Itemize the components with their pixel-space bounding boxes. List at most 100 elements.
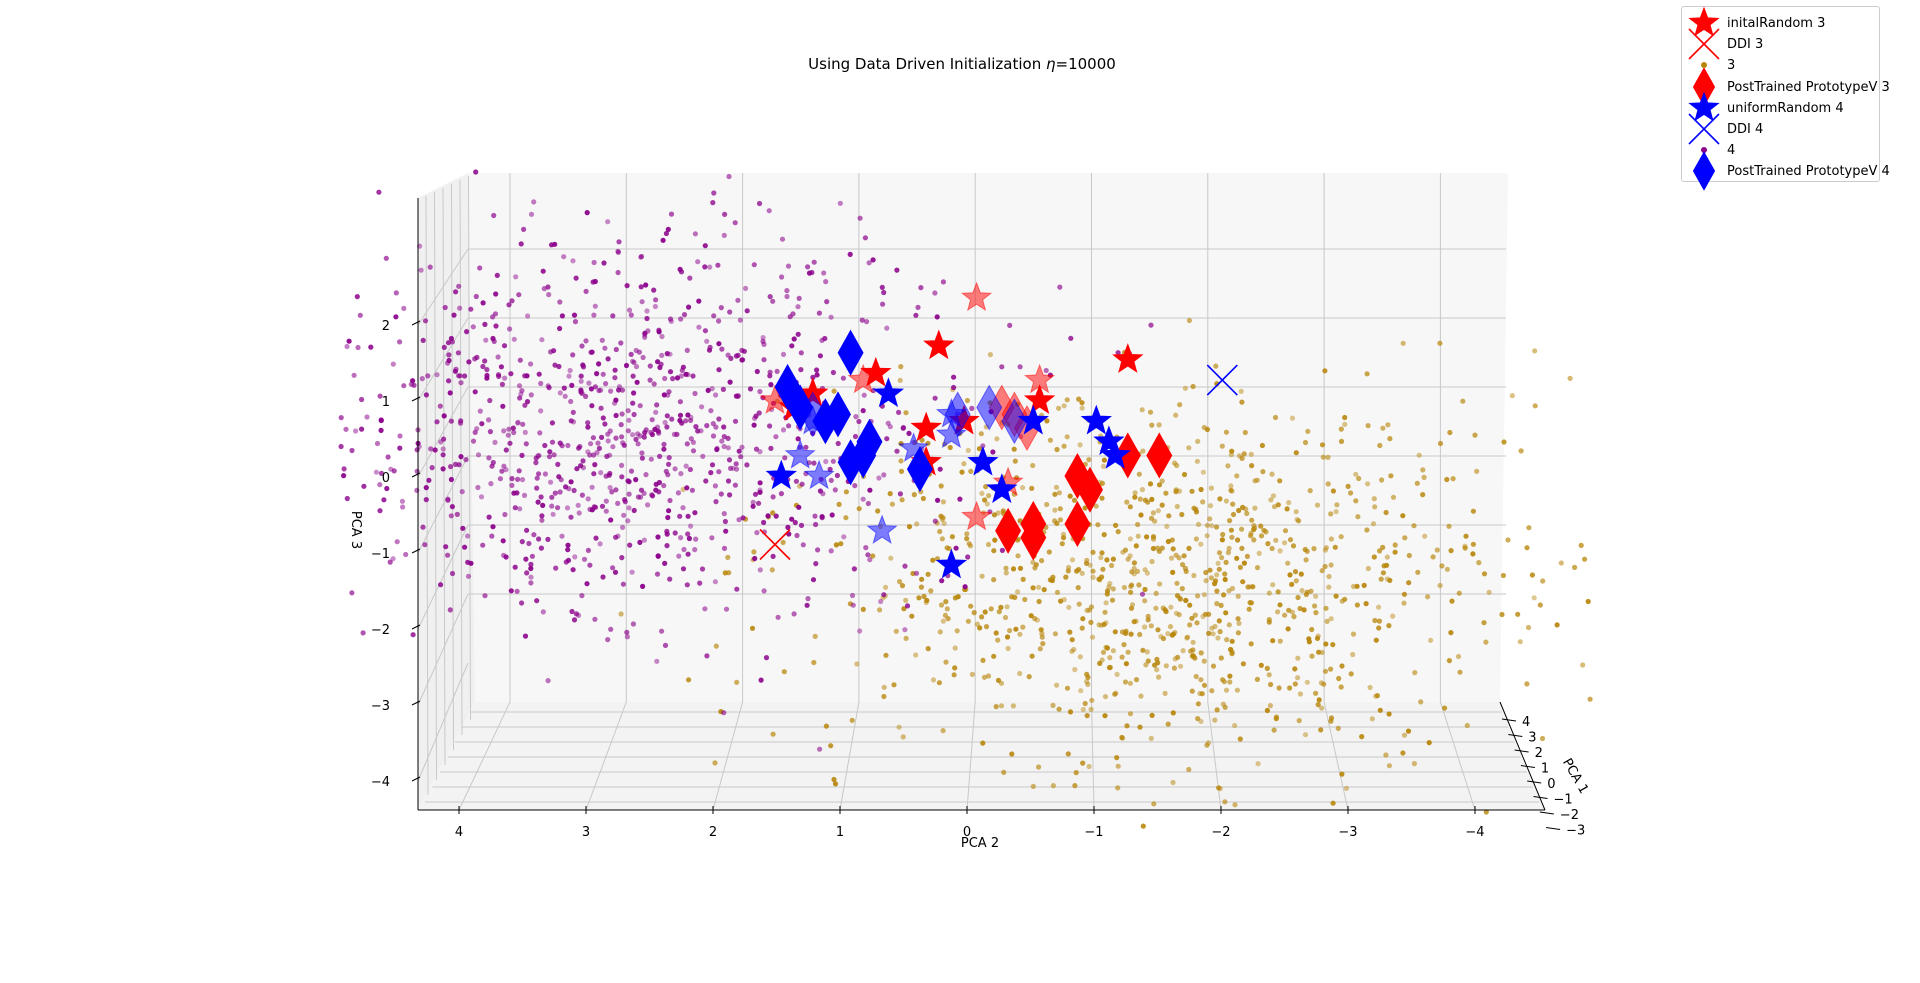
point-class-3 xyxy=(991,548,997,554)
point-class-4 xyxy=(528,392,534,398)
point-class-4 xyxy=(477,265,483,271)
point-class-4 xyxy=(811,259,817,265)
point-class-4 xyxy=(534,475,540,481)
point-class-4 xyxy=(683,463,689,469)
point-class-3 xyxy=(1217,629,1223,635)
legend-entry: uniformRandom 4 xyxy=(1682,91,1879,122)
point-class-4 xyxy=(798,350,804,356)
point-class-4 xyxy=(475,484,481,491)
point-class-3 xyxy=(1264,707,1270,714)
point-class-4 xyxy=(678,316,684,322)
point-class-3 xyxy=(985,541,992,548)
point-class-4 xyxy=(803,444,809,450)
point-class-4 xyxy=(603,498,609,504)
point-class-3 xyxy=(1323,605,1329,611)
point-class-3 xyxy=(1195,716,1201,722)
point-class-4 xyxy=(546,454,553,460)
point-class-4 xyxy=(576,445,582,451)
x-tick-label: −3 xyxy=(1338,825,1357,840)
point-class-4 xyxy=(761,519,767,526)
point-class-3 xyxy=(1277,638,1283,644)
point-class-4 xyxy=(840,375,847,381)
point-class-4 xyxy=(457,305,463,311)
point-class-3 xyxy=(1277,478,1283,484)
point-class-4 xyxy=(785,263,792,269)
point-class-4 xyxy=(751,262,757,268)
point-class-4 xyxy=(663,230,670,237)
point-class-4 xyxy=(716,416,722,422)
point-class-3 xyxy=(942,612,949,618)
point-class-3 xyxy=(1370,521,1377,527)
point-class-4 xyxy=(443,544,449,550)
point-class-3 xyxy=(936,680,943,686)
point-class-3 xyxy=(1135,533,1141,539)
point-class-4 xyxy=(426,477,432,483)
legend-diamond-icon xyxy=(1692,151,1716,192)
point-class-3 xyxy=(1333,593,1339,599)
point-class-4 xyxy=(727,309,733,315)
point-class-3 xyxy=(1532,348,1538,354)
point-class-3 xyxy=(1172,656,1178,662)
point-class-4 xyxy=(655,534,661,540)
point-class-4 xyxy=(721,424,727,430)
point-class-4 xyxy=(699,566,706,572)
point-class-3 xyxy=(1155,660,1161,666)
point-class-3 xyxy=(986,493,992,499)
point-class-4 xyxy=(542,442,548,449)
point-class-4 xyxy=(423,497,429,503)
point-class-4 xyxy=(378,470,385,476)
point-class-4 xyxy=(821,270,827,276)
point-class-3 xyxy=(1044,418,1050,424)
point-class-3 xyxy=(1121,642,1127,648)
point-class-4 xyxy=(716,341,722,347)
point-class-3 xyxy=(1384,554,1390,560)
point-class-4 xyxy=(739,444,745,450)
point-class-3 xyxy=(1241,451,1247,457)
point-class-4 xyxy=(689,487,696,493)
point-class-3 xyxy=(1350,631,1357,637)
point-class-4 xyxy=(423,485,429,491)
point-class-4 xyxy=(478,494,485,500)
point-class-3 xyxy=(940,728,946,734)
point-class-4 xyxy=(707,264,713,270)
point-class-3 xyxy=(828,743,834,749)
point-class-3 xyxy=(928,588,934,594)
point-class-4 xyxy=(736,517,742,523)
point-class-4 xyxy=(672,466,678,472)
marker-diamond-blue xyxy=(825,391,851,438)
point-class-3 xyxy=(1127,504,1133,510)
point-class-4 xyxy=(726,173,732,180)
point-class-3 xyxy=(1309,653,1315,659)
point-class-4 xyxy=(501,552,507,558)
point-class-3 xyxy=(1330,800,1336,806)
point-class-3 xyxy=(1153,605,1159,611)
point-class-4 xyxy=(600,574,606,580)
point-class-3 xyxy=(914,521,920,527)
point-class-3 xyxy=(965,447,971,453)
point-class-3 xyxy=(1229,448,1235,454)
point-class-4 xyxy=(817,746,823,752)
point-class-3 xyxy=(1226,545,1232,552)
point-class-3 xyxy=(1144,570,1150,576)
point-class-3 xyxy=(1270,493,1277,499)
point-class-4 xyxy=(885,420,891,426)
point-class-4 xyxy=(462,373,468,379)
point-class-4 xyxy=(860,496,866,502)
point-class-4 xyxy=(754,530,760,536)
point-class-4 xyxy=(468,306,474,312)
point-class-4 xyxy=(609,489,615,495)
point-class-4 xyxy=(428,446,434,452)
point-class-3 xyxy=(686,677,692,683)
point-class-4 xyxy=(578,463,584,469)
point-class-3 xyxy=(1470,551,1476,557)
point-class-4 xyxy=(900,424,907,431)
point-class-4 xyxy=(487,397,493,404)
point-class-3 xyxy=(1058,598,1064,604)
point-class-4 xyxy=(580,364,587,370)
point-class-3 xyxy=(1301,607,1307,613)
point-class-4 xyxy=(641,434,647,440)
point-class-4 xyxy=(823,279,829,285)
point-class-3 xyxy=(1225,549,1231,556)
point-class-4 xyxy=(692,390,698,397)
point-class-4 xyxy=(565,547,571,553)
